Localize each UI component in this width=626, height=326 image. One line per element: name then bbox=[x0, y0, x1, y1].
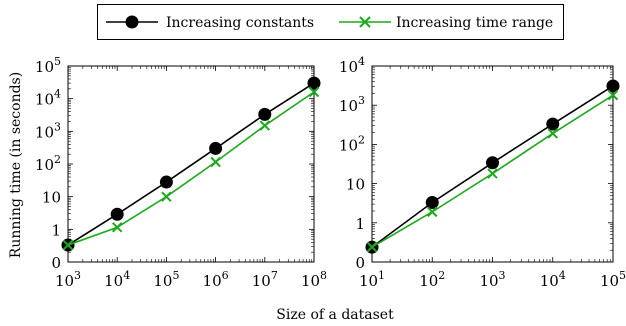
data-point-x bbox=[308, 86, 320, 98]
data-point-x bbox=[607, 89, 619, 101]
y-tick-label: 10 bbox=[42, 189, 61, 207]
x-tick-label: 105 bbox=[153, 269, 179, 290]
data-point-circle bbox=[209, 141, 223, 155]
y-tick-label: 103 bbox=[35, 120, 61, 141]
data-point-circle bbox=[110, 207, 124, 221]
x-tick-label: 103 bbox=[55, 269, 81, 290]
y-tick-label: 102 bbox=[339, 133, 365, 154]
data-point-x bbox=[547, 128, 558, 139]
y-tick-label: 1 bbox=[355, 215, 365, 233]
x-tick-label: 104 bbox=[540, 269, 566, 290]
data-point-x bbox=[161, 191, 172, 202]
data-point-x bbox=[259, 120, 271, 131]
y-tick-label: 104 bbox=[339, 55, 365, 76]
data-point-circle bbox=[546, 117, 560, 131]
data-point-circle bbox=[425, 195, 439, 209]
x-tick-label: 105 bbox=[600, 269, 626, 290]
legend: Increasing constants Increasing time ran… bbox=[97, 4, 564, 40]
x-tick-label: 104 bbox=[104, 269, 130, 290]
data-point-x bbox=[427, 206, 438, 218]
y-tick-label: 104 bbox=[35, 88, 61, 109]
data-point-x bbox=[366, 241, 378, 253]
series-line-increasing-time-range bbox=[67, 91, 315, 246]
data-point-circle bbox=[159, 175, 173, 189]
data-point-circle bbox=[486, 156, 499, 170]
x-tick-label: 103 bbox=[479, 269, 505, 290]
x-tick-label: 107 bbox=[252, 269, 278, 290]
y-tick-label: 0 bbox=[51, 254, 61, 272]
y-tick-label: 1 bbox=[51, 221, 61, 239]
data-point-x bbox=[210, 156, 221, 168]
legend-x-marker-icon bbox=[359, 16, 371, 28]
legend-box bbox=[97, 4, 564, 40]
y-axis-label: Running time (in seconds) bbox=[8, 72, 24, 258]
data-point-circle bbox=[606, 79, 620, 93]
legend-label-constants: Increasing constants bbox=[166, 15, 314, 31]
x-tick-label: 102 bbox=[419, 269, 445, 290]
y-tick-label: 102 bbox=[35, 153, 61, 174]
series-line-increasing-constants bbox=[67, 82, 315, 246]
series-line-increasing-time-range bbox=[371, 94, 614, 248]
legend-entry-constants: Increasing constants bbox=[106, 15, 314, 31]
legend-entry-time-range: Increasing time range bbox=[339, 15, 553, 31]
y-tick-label: 0 bbox=[355, 254, 365, 272]
chart-panel-right: 101 102 103 104 105 0 1 10 102 103 104 bbox=[339, 55, 626, 290]
x-tick-label: 101 bbox=[359, 269, 385, 290]
x-tick-label: 106 bbox=[203, 269, 229, 290]
data-point-x bbox=[62, 239, 74, 251]
y-tick-label: 105 bbox=[35, 55, 61, 76]
chart-panel-left: 103 104 105 106 107 108 0 1 10 102 103 104 105 bbox=[35, 55, 327, 290]
data-point-x bbox=[111, 222, 123, 233]
y-tick-label: 10 bbox=[346, 176, 365, 194]
x-axis-label: Size of a dataset bbox=[276, 307, 394, 323]
x-tick-label: 108 bbox=[301, 269, 327, 290]
y-tick-label: 103 bbox=[339, 94, 365, 115]
data-point-circle bbox=[307, 76, 321, 90]
legend-circle-marker-icon bbox=[125, 15, 139, 29]
data-point-circle bbox=[258, 107, 272, 121]
data-point-x bbox=[487, 168, 498, 179]
legend-label-time-range: Increasing time range bbox=[396, 15, 553, 31]
